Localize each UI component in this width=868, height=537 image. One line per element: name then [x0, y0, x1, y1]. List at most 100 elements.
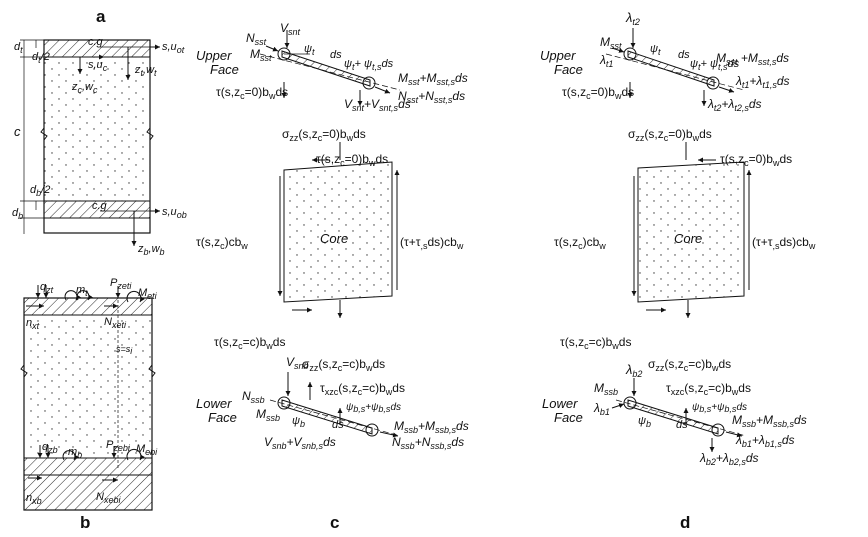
d-tau-top: τ(s,zc=0)bwds: [562, 85, 634, 101]
d-tau-left: τ(s,zc)cbw: [554, 235, 606, 251]
c-psi-t-plus: ψt+ ψt,sds: [344, 58, 394, 72]
label-n-xt: nxt: [26, 317, 40, 331]
label-N-xebi: Nxebi: [96, 491, 121, 505]
panel-a-label: a: [96, 7, 106, 26]
d-lambda-b2: λb2: [625, 362, 642, 379]
c-tau-bot-core: τ(s,zc=c)bwds: [214, 335, 285, 351]
panel-b-core: [24, 315, 152, 458]
d-lambda-b1: λb1: [593, 401, 610, 417]
c-V-snb-plus: Vsnb+Vsnb,sds: [264, 435, 336, 451]
d-psi-t: ψt: [650, 43, 661, 57]
d-lambda-t2: λt2: [625, 10, 640, 27]
panel-b: qzt mt Pzeti Meti nxt Nxeti s=si qzb mb …: [20, 277, 158, 532]
label-M-ebi: Mebi: [136, 443, 158, 457]
label-q-zt: qzt: [40, 281, 54, 295]
d-lambda-b2-plus: λb2+λb2,sds: [699, 451, 759, 467]
c-upper-face-2: Face: [210, 62, 239, 77]
label-c: c: [14, 124, 21, 139]
c-psi-b-plus: ψb,s+ψb,sds: [346, 402, 401, 414]
c-V-snb: Vsnb: [286, 355, 309, 371]
c-upper-element: [259, 30, 401, 106]
d-core-element: [637, 161, 745, 303]
d-lambda-t1: λt1: [599, 53, 613, 69]
panel-b-bottom-face: [23, 457, 153, 476]
panel-a: a dt dt/2 c.g s,uot s,uc zt,wt zc,wc: [12, 7, 187, 257]
c-core-label: Core: [320, 231, 348, 246]
d-lower-face-1: Lower: [542, 396, 578, 411]
panel-d: Upper Face λt2 Msst λt1 ψt ds ψt+ ψt,sds…: [540, 10, 816, 532]
d-lambda-t2-plus: λt2+λt2,sds: [707, 97, 762, 113]
c-lower-face-1: Lower: [196, 396, 232, 411]
c-core-element: [283, 161, 393, 303]
label-M-eti: Meti: [138, 287, 158, 301]
d-upper-element: [605, 28, 745, 106]
panel-a-core: [44, 57, 150, 201]
d-sigma-bot: σzz(s,zc=c)bwds: [648, 357, 731, 373]
panel-b-label: b: [80, 513, 90, 532]
c-ds-top: ds: [330, 49, 342, 61]
label-n-xb: nxb: [26, 492, 42, 506]
panel-a-break-right: [146, 127, 154, 141]
d-lower-face-2: Face: [554, 410, 583, 425]
d-M-ssb: Mssb: [594, 381, 618, 397]
d-psi-b: ψb: [638, 415, 651, 429]
c-tau-top-core: τ(s,zc=0)bwds: [316, 152, 388, 168]
label-N-xeti: Nxeti: [104, 316, 127, 330]
c-tau-right: (τ+τ,sds)cbw: [400, 235, 464, 251]
c-N-sst-plus: Nsst+Nsst,sds: [398, 89, 465, 105]
c-M-ssb-plus: Mssb+Mssb,sds: [394, 419, 469, 435]
d-M-ssb-plus: Mssb+Mssb,sds: [732, 413, 807, 429]
label-q-zb: qzb: [42, 441, 58, 455]
c-V-snt-plus: Vsnt+Vsnt,sds: [344, 97, 411, 113]
panel-a-break-left: [40, 127, 48, 141]
panel-b-bottom-hatch: [23, 474, 153, 511]
c-M-sst: Msst: [250, 47, 272, 63]
c-upper-face-1: Upper: [196, 48, 232, 63]
c-M-sst-plus: Msst+Msst,sds: [398, 71, 468, 87]
d-upper-face-2: Face: [554, 62, 583, 77]
c-lower-face-2: Face: [208, 410, 237, 425]
label-z-b-w-b: zb,wb: [137, 243, 165, 257]
c-ds-bot: ds: [332, 419, 344, 431]
label-s-u-ob: s,uob: [162, 206, 187, 220]
label-m-t: mt: [76, 284, 88, 298]
d-tau-xzc: τxzc(s,zc=c)bwds: [666, 381, 751, 397]
label-P-zebi: Pzebi: [106, 439, 131, 453]
c-tau-xzc: τxzc(s,zc=c)bwds: [320, 381, 405, 397]
d-lower-element: [611, 378, 747, 452]
d-M-sst-plus: Msst +Msst,sds: [716, 51, 789, 67]
c-tau-top: τ(s,zc=0)bwds: [216, 85, 288, 101]
d-tau-right: (τ+τ,sds)cbw: [752, 235, 816, 251]
panel-b-break-right: [148, 364, 156, 378]
label-d-t-half: dt/2: [32, 51, 50, 65]
c-lower-element: [269, 372, 401, 438]
panel-b-break-left: [20, 364, 28, 378]
M-ebi-moment: [126, 448, 145, 461]
c-V-snt: Vsnt: [280, 21, 301, 37]
d-psi-b-plus: ψb,s+ψb,sds: [692, 402, 747, 414]
c-N-sst: Nsst: [246, 31, 267, 47]
label-z-t-w-t: zt,wt: [134, 64, 157, 78]
c-N-ssb: Nssb: [242, 389, 265, 405]
label-z-c-w-c: zc,wc: [71, 81, 98, 95]
d-core-label: Core: [674, 231, 702, 246]
d-tau-bot-core: τ(s,zc=c)bwds: [560, 335, 631, 351]
label-d-t: dt: [14, 41, 23, 55]
label-s-u-c: s,uc: [88, 59, 108, 73]
c-psi-b: ψb: [292, 415, 305, 429]
d-lambda-b1-plus: λb1+λb1,sds: [735, 433, 795, 449]
c-N-ssb-plus: Nssb+Nssb,sds: [392, 435, 464, 451]
label-cg-top: c.g: [88, 36, 104, 48]
label-s-eq-si: s=si: [116, 344, 133, 356]
label-cg-bot: c.g: [92, 200, 108, 212]
label-m-b: mb: [68, 446, 82, 460]
c-tau-left: τ(s,zc)cbw: [196, 235, 248, 251]
d-psi-t-plus: ψt+ ψt,sds: [690, 58, 740, 72]
label-d-b: db: [12, 207, 23, 221]
m-t-moment-2: [76, 290, 93, 301]
d-lambda-t1-plus: λt1+λt1,sds: [735, 74, 790, 90]
label-s-u-ot: s,uot: [162, 41, 185, 55]
panel-c: Upper Face Nsst Vsnt Msst ψt ds ψt+ ψt,s…: [196, 21, 469, 532]
